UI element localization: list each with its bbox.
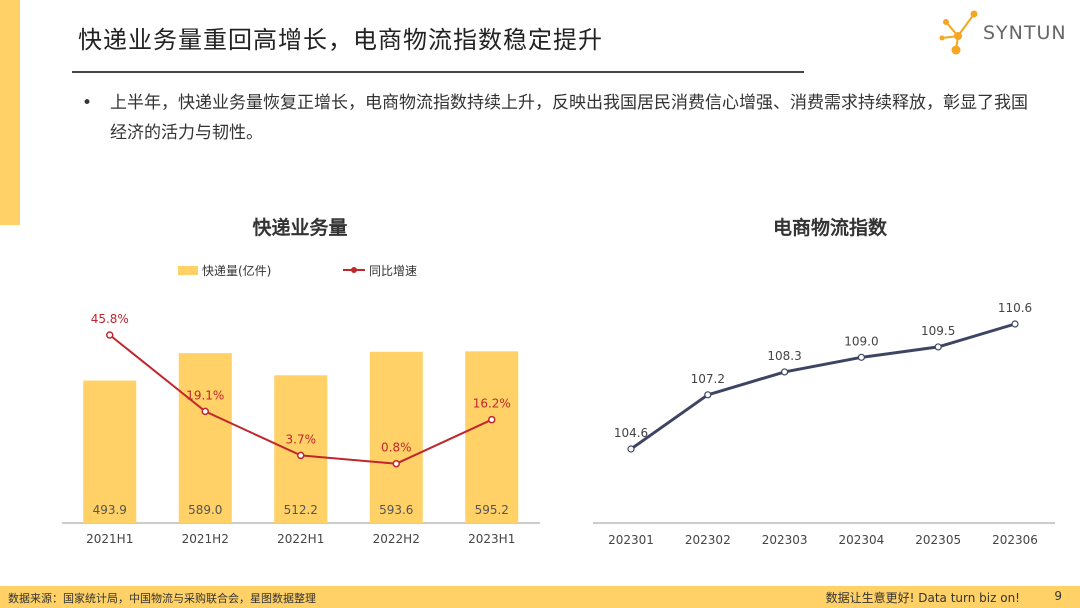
legend-line-marker bbox=[351, 267, 357, 273]
growth-value-label: 19.1% bbox=[186, 388, 224, 402]
index-point bbox=[780, 368, 789, 376]
title-divider bbox=[72, 71, 804, 73]
express-bar bbox=[178, 353, 232, 523]
index-point bbox=[934, 343, 942, 351]
express-x-tick-label: 2022H1 bbox=[277, 532, 324, 546]
growth-series-line bbox=[109, 334, 493, 465]
express-bar bbox=[83, 380, 137, 523]
bullet-dot: • bbox=[82, 93, 93, 113]
page-number: 9 bbox=[1054, 589, 1062, 603]
growth-value-label: 0.8% bbox=[381, 441, 412, 455]
index-x-tick-label: 202304 bbox=[838, 533, 884, 547]
growth-point bbox=[297, 451, 305, 460]
index-x-tick-label: 202303 bbox=[762, 533, 808, 547]
index-series-line bbox=[630, 322, 1016, 451]
syntun-logo-icon bbox=[939, 10, 978, 55]
index-value-label: 109.0 bbox=[844, 334, 878, 348]
index-point bbox=[857, 353, 866, 361]
index-point bbox=[627, 445, 635, 453]
index-point bbox=[704, 391, 712, 399]
legend-line-label: 同比增速 bbox=[369, 264, 417, 278]
express-x-tick-label: 2021H1 bbox=[86, 532, 133, 546]
express-bar-value-label: 493.9 bbox=[93, 503, 127, 517]
logo-text: SYNTUN bbox=[983, 22, 1067, 44]
growth-point bbox=[488, 415, 496, 424]
express-x-tick-label: 2021H2 bbox=[182, 532, 229, 546]
express-bar-value-label: 589.0 bbox=[188, 503, 222, 517]
index-x-tick-label: 202306 bbox=[992, 533, 1038, 547]
legend-bar-label: 快递量(亿件) bbox=[202, 263, 271, 278]
index-value-label: 108.3 bbox=[767, 349, 801, 363]
express-bar-value-label: 595.2 bbox=[475, 503, 509, 517]
page-title: 快递业务量重回高增长，电商物流指数稳定提升 bbox=[78, 26, 603, 54]
index-value-label: 109.5 bbox=[921, 324, 955, 338]
index-x-tick-label: 202305 bbox=[915, 533, 961, 547]
express-bar bbox=[369, 351, 423, 523]
index-x-tick-label: 202301 bbox=[608, 533, 654, 547]
index-value-label: 104.6 bbox=[614, 426, 648, 440]
index-value-label: 107.2 bbox=[691, 372, 725, 386]
growth-point bbox=[201, 407, 209, 416]
summary-bullet: • 上半年，快递业务量恢复正增长，电商物流指数持续上升，反映出我国居民消费信心增… bbox=[82, 88, 1036, 148]
express-x-tick-label: 2022H2 bbox=[373, 532, 420, 546]
index-point bbox=[1011, 320, 1019, 328]
legend-bar-swatch bbox=[178, 266, 198, 275]
footer-bar: 数据来源：国家统计局，中国物流与采购联合会，星图数据整理 数据让生意更好! Da… bbox=[0, 586, 1080, 608]
left-accent-bar bbox=[0, 0, 20, 225]
growth-value-label: 16.2% bbox=[473, 397, 511, 411]
express-x-tick-label: 2023H1 bbox=[468, 532, 515, 546]
express-bar-value-label: 512.2 bbox=[284, 503, 318, 517]
footer-source: 数据来源：国家统计局，中国物流与采购联合会，星图数据整理 bbox=[8, 592, 316, 605]
growth-value-label: 3.7% bbox=[286, 432, 317, 446]
express-bar bbox=[465, 351, 519, 523]
ecommerce-chart-title: 电商物流指数 bbox=[772, 217, 887, 239]
index-value-label: 110.6 bbox=[998, 301, 1032, 315]
express-bar-value-label: 593.6 bbox=[379, 503, 413, 517]
growth-value-label: 45.8% bbox=[91, 312, 129, 326]
growth-point bbox=[392, 459, 400, 468]
bullet-text: 上半年，快递业务量恢复正增长，电商物流指数持续上升，反映出我国居民消费信心增强、… bbox=[110, 93, 1028, 143]
express-bar bbox=[274, 375, 328, 523]
footer-slogan: 数据让生意更好! Data turn biz on! bbox=[825, 591, 1020, 605]
express-chart-title: 快递业务量 bbox=[252, 217, 348, 239]
growth-point bbox=[106, 331, 114, 339]
index-x-tick-label: 202302 bbox=[685, 533, 731, 547]
